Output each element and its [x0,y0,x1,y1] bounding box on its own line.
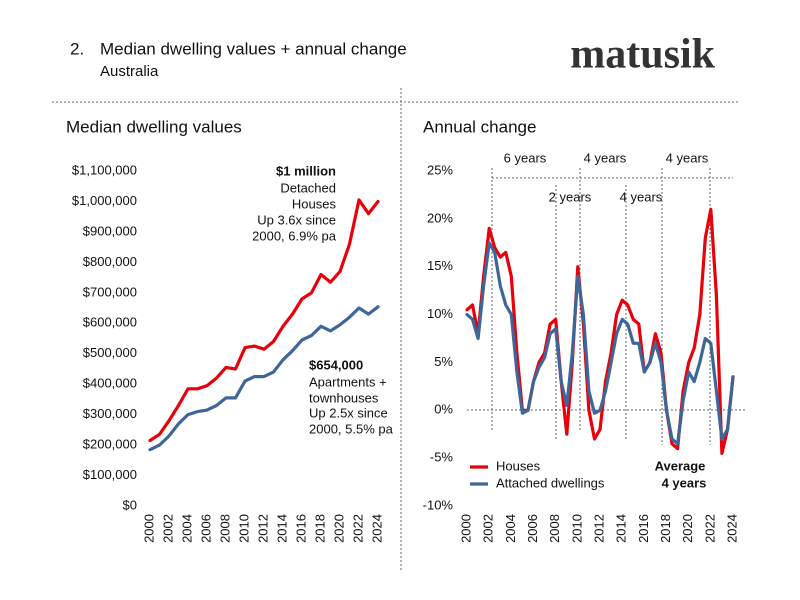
annotation: 4 years [666,150,709,165]
y-tick-label: $800,000 [83,254,137,269]
y-tick-label: 10% [427,306,453,321]
y-tick-label: -5% [430,450,454,465]
x-tick-label: 2008 [217,514,232,543]
annotation: 2 years [549,189,592,204]
x-tick-label: 2022 [702,514,717,543]
annotation: Average [655,458,706,473]
slide-subtitle: Australia [100,63,159,80]
x-tick-label: 2012 [591,514,606,543]
y-tick-label: $0 [123,497,137,512]
y-tick-label: $700,000 [83,284,137,299]
series-line [465,241,735,446]
y-tick-label: 0% [434,402,453,417]
annotation: Up 2.5x since [309,405,388,420]
x-tick-label: 2024 [369,514,384,543]
annotation: $654,000 [309,357,363,372]
y-tick-label: $100,000 [83,467,137,482]
x-tick-label: 2006 [198,514,213,543]
x-tick-label: 2004 [179,514,194,543]
x-tick-label: 2014 [614,514,629,543]
annotation: 4 years [662,475,707,490]
chart-title: Median dwelling values [66,117,242,136]
y-tick-label: -10% [423,497,454,512]
annotation: Houses [292,196,337,211]
x-tick-label: 2012 [255,514,270,543]
y-tick-label: $900,000 [83,223,137,238]
x-tick-label: 2008 [547,514,562,543]
x-tick-label: 2016 [293,514,308,543]
annotation: 4 years [584,150,627,165]
logo: matusik [570,32,715,78]
y-tick-label: $300,000 [83,406,137,421]
legend-label: Attached dwellings [496,475,605,490]
annotation: Apartments + [309,374,387,389]
x-tick-label: 2014 [274,514,289,543]
y-tick-label: 25% [427,162,453,177]
x-tick-label: 2024 [724,514,739,543]
slide-number: 2. [70,39,84,58]
annotation: $1 million [276,163,336,178]
y-tick-label: $400,000 [83,376,137,391]
x-tick-label: 2000 [458,514,473,543]
y-tick-label: $1,100,000 [72,162,137,177]
x-tick-label: 2010 [236,514,251,543]
y-tick-label: $500,000 [83,345,137,360]
x-tick-label: 2010 [569,514,584,543]
chart-title: Annual change [423,117,536,136]
annotation: townhouses [309,390,379,405]
x-tick-label: 2018 [312,514,327,543]
x-tick-label: 2016 [636,514,651,543]
y-tick-label: 5% [434,354,453,369]
x-tick-label: 2002 [160,514,175,543]
y-tick-label: $200,000 [83,437,137,452]
y-tick-label: 20% [427,210,453,225]
annotation: Up 3.6x since [257,212,336,227]
series-line [465,207,735,455]
annotation: 2000, 6.9% pa [252,228,337,243]
x-tick-label: 2020 [331,514,346,543]
annotation: Detached [280,180,336,195]
x-tick-label: 2022 [350,514,365,543]
x-tick-label: 2000 [141,514,156,543]
x-tick-label: 2018 [658,514,673,543]
slide-title: Median dwelling values + annual change [100,39,407,58]
series-line [148,198,380,443]
annotation: 4 years [620,189,663,204]
legend-label: Houses [496,458,541,473]
series-line [148,305,380,452]
y-tick-label: 15% [427,258,453,273]
annotation: 2000, 5.5% pa [309,421,394,436]
cycle-markers [467,168,745,445]
x-tick-label: 2004 [503,514,518,543]
x-tick-label: 2002 [481,514,496,543]
y-tick-label: $600,000 [83,315,137,330]
x-tick-label: 2006 [525,514,540,543]
x-tick-label: 2020 [680,514,695,543]
y-tick-label: $1,000,000 [72,193,137,208]
annotation: 6 years [504,150,547,165]
